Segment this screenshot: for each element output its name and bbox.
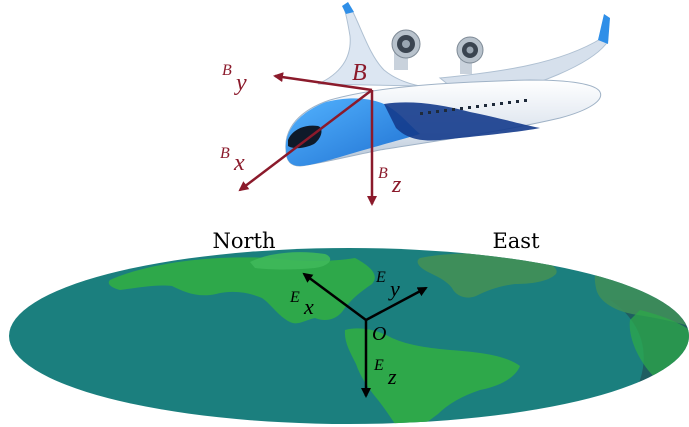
svg-text:z: z: [391, 172, 402, 198]
earth-y-label: E y: [375, 269, 400, 301]
svg-text:x: x: [233, 150, 245, 176]
continent-south-america: [344, 328, 520, 424]
aircraft-blue-stripe: [384, 102, 540, 141]
earth-z-label: E z: [373, 357, 397, 389]
east-label: East: [492, 229, 540, 253]
svg-text:y: y: [234, 70, 247, 96]
body-y-label: B y: [222, 62, 247, 96]
earth-frame: [302, 272, 428, 398]
svg-text:B: B: [378, 165, 388, 182]
continent-europe: [417, 253, 557, 298]
svg-text:B: B: [222, 62, 232, 79]
body-x-axis-arrow: [238, 89, 373, 192]
body-x-label: B x: [220, 145, 245, 176]
svg-text:E: E: [373, 357, 384, 374]
aircraft-blue-nose: [285, 98, 420, 166]
aircraft-engine-left: [391, 29, 421, 70]
body-frame: [238, 72, 377, 206]
aircraft: [285, 2, 610, 167]
body-z-label: B z: [378, 165, 402, 198]
aircraft-left-winglet: [342, 2, 354, 14]
svg-text:z: z: [387, 364, 397, 389]
svg-text:B: B: [220, 145, 230, 162]
earth-origin-label: O: [372, 323, 386, 345]
aircraft-engine-right: [456, 36, 484, 74]
north-label: North: [212, 229, 275, 253]
aircraft-windows: [420, 99, 527, 115]
svg-text:E: E: [289, 289, 300, 306]
aircraft-right-winglet: [598, 14, 610, 44]
aircraft-cockpit: [288, 125, 322, 149]
svg-text:E: E: [375, 269, 386, 286]
earth-x-axis-arrow: [302, 272, 367, 322]
continent-greenland: [250, 252, 331, 270]
earth-y-axis-arrow: [365, 286, 428, 322]
svg-text:y: y: [388, 276, 400, 301]
earth-disc: [9, 248, 689, 424]
svg-text:x: x: [303, 294, 314, 319]
body-origin-label: B: [352, 60, 367, 86]
earth-x-label: E x: [289, 289, 314, 319]
body-y-axis-arrow: [273, 72, 373, 92]
continent-east-landmass: [594, 268, 689, 330]
